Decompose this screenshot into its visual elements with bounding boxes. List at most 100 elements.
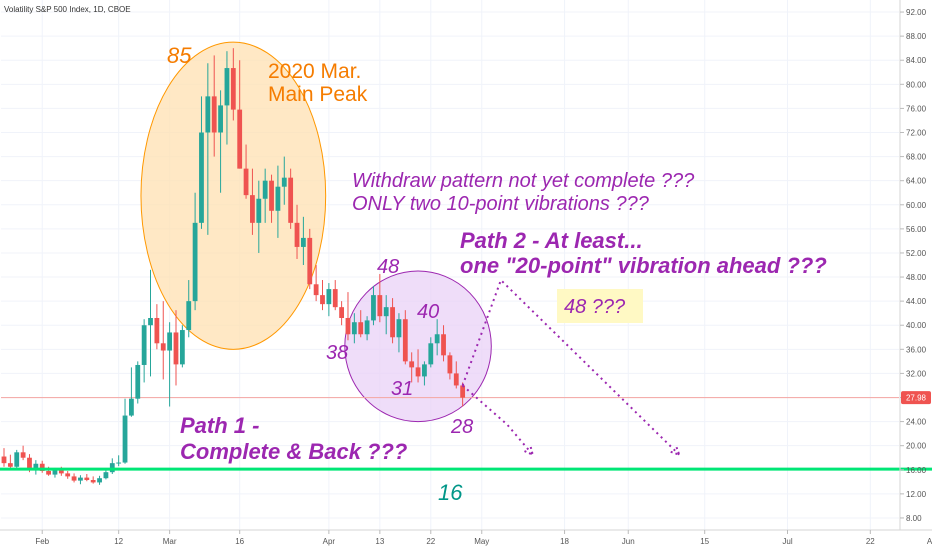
price-axis[interactable]: 8.0012.0016.0020.0024.0028.0032.0036.004… [899,0,927,530]
candle-body [358,322,364,335]
candle-body [300,237,306,247]
candle-body [46,470,51,475]
candle-body [97,478,102,483]
candle-body [141,325,147,365]
y-tick-label: 92.00 [906,8,927,17]
candle-body [237,109,243,169]
path1-line2: Complete & Back ??? [180,439,407,464]
x-tick-label: Apr [323,537,336,546]
candle-body [78,477,83,481]
y-tick-label: 56.00 [906,225,927,234]
path2-dotted-arrow [461,278,680,456]
label-31: 31 [391,378,413,400]
candle-body [122,415,128,463]
candle-body [288,177,294,223]
highlight-ellipses [140,41,492,423]
peak-number-label: 85 [167,43,192,68]
y-tick-label: 24.00 [906,418,927,427]
candle-body [460,385,466,398]
x-tick-label: 18 [560,537,569,546]
time-axis[interactable]: Feb 12 Mar 16 Apr 13 22 May 18 Jun 15 Jul 22 Aug [0,529,932,546]
y-tick-label: 64.00 [906,177,927,186]
y-tick-label: 80.00 [906,80,927,89]
candle-body [313,284,319,296]
candle-body [84,477,90,481]
candle-body [307,237,313,285]
candle-body [422,364,427,377]
candle-body [409,361,415,368]
candle-body [179,330,185,365]
candle-body [58,469,64,474]
candle-body [52,469,58,475]
candle-body [65,473,71,477]
target-48-highlight [557,289,643,323]
x-tick-label: Mar [163,537,177,546]
x-tick-label: 12 [114,537,123,546]
y-tick-label: 20.00 [906,442,927,451]
candle-body [20,452,26,458]
arrowhead [524,445,535,457]
x-tick-label: 13 [375,537,384,546]
candle-body [1,456,7,464]
candle-body [383,307,389,317]
x-tick-label: 16 [235,537,244,546]
candle-body [224,68,230,106]
y-tick-label: 36.00 [906,345,927,354]
candle-body [415,367,421,377]
withdraw-line1: Withdraw pattern not yet complete ??? [352,170,695,192]
candle-body [256,198,262,223]
plot-background [0,0,900,530]
y-tick-label: 8.00 [906,514,922,523]
candle-body [447,355,453,374]
candle-body [371,295,376,321]
y-tick-label: 40.00 [906,321,927,330]
label-40: 40 [417,301,439,323]
candle-body [269,180,274,211]
candle-body [345,318,351,335]
support-16-label: 16 [438,480,463,505]
candle-body [377,295,383,317]
candle-body [154,318,160,344]
arrowheads [524,445,681,457]
path2-line1: Path 2 - At least... [460,228,643,253]
candle-body [275,186,281,211]
y-tick-label: 76.00 [906,104,927,113]
label-28: 28 [450,416,473,438]
candle-body [281,177,287,187]
x-tick-label: 22 [866,537,875,546]
y-tick-label: 60.00 [906,201,927,210]
y-tick-label: 16.00 [906,466,927,475]
price-tag-label: 27.98 [906,394,927,403]
candle-body [160,343,166,351]
candle-body [186,301,192,331]
path1-dotted-arrow [461,384,534,456]
candle-body [135,364,141,399]
label-38: 38 [326,342,348,364]
candle-body [199,132,204,223]
candle-body [173,332,179,365]
candle-body [103,472,109,479]
x-tick-label: Feb [35,537,49,546]
candle-body [339,307,345,318]
candle-body [332,289,338,308]
candle-body [7,463,13,467]
candle-body [14,452,20,467]
chart-title: Volatility S&P 500 Index, 1D, CBOE [4,5,131,14]
candle-body [39,463,45,471]
path1-line1: Path 1 - [180,413,259,438]
candle-body [230,68,236,110]
candle-body [148,318,153,326]
candle-body [250,195,255,223]
target-48-label: 48 ??? [564,296,626,318]
candle-body [390,307,395,338]
candle-body [218,105,223,133]
candle-body [326,289,332,305]
candle-body [396,319,402,338]
x-tick-label: Jul [782,537,792,546]
candle-body [211,96,217,133]
withdraw-line2: ONLY two 10-point vibrations ??? [352,193,650,215]
candle-body [192,222,198,302]
candle-body [71,476,77,481]
y-tick-label: 72.00 [906,129,927,138]
peak-ellipse [140,41,327,350]
